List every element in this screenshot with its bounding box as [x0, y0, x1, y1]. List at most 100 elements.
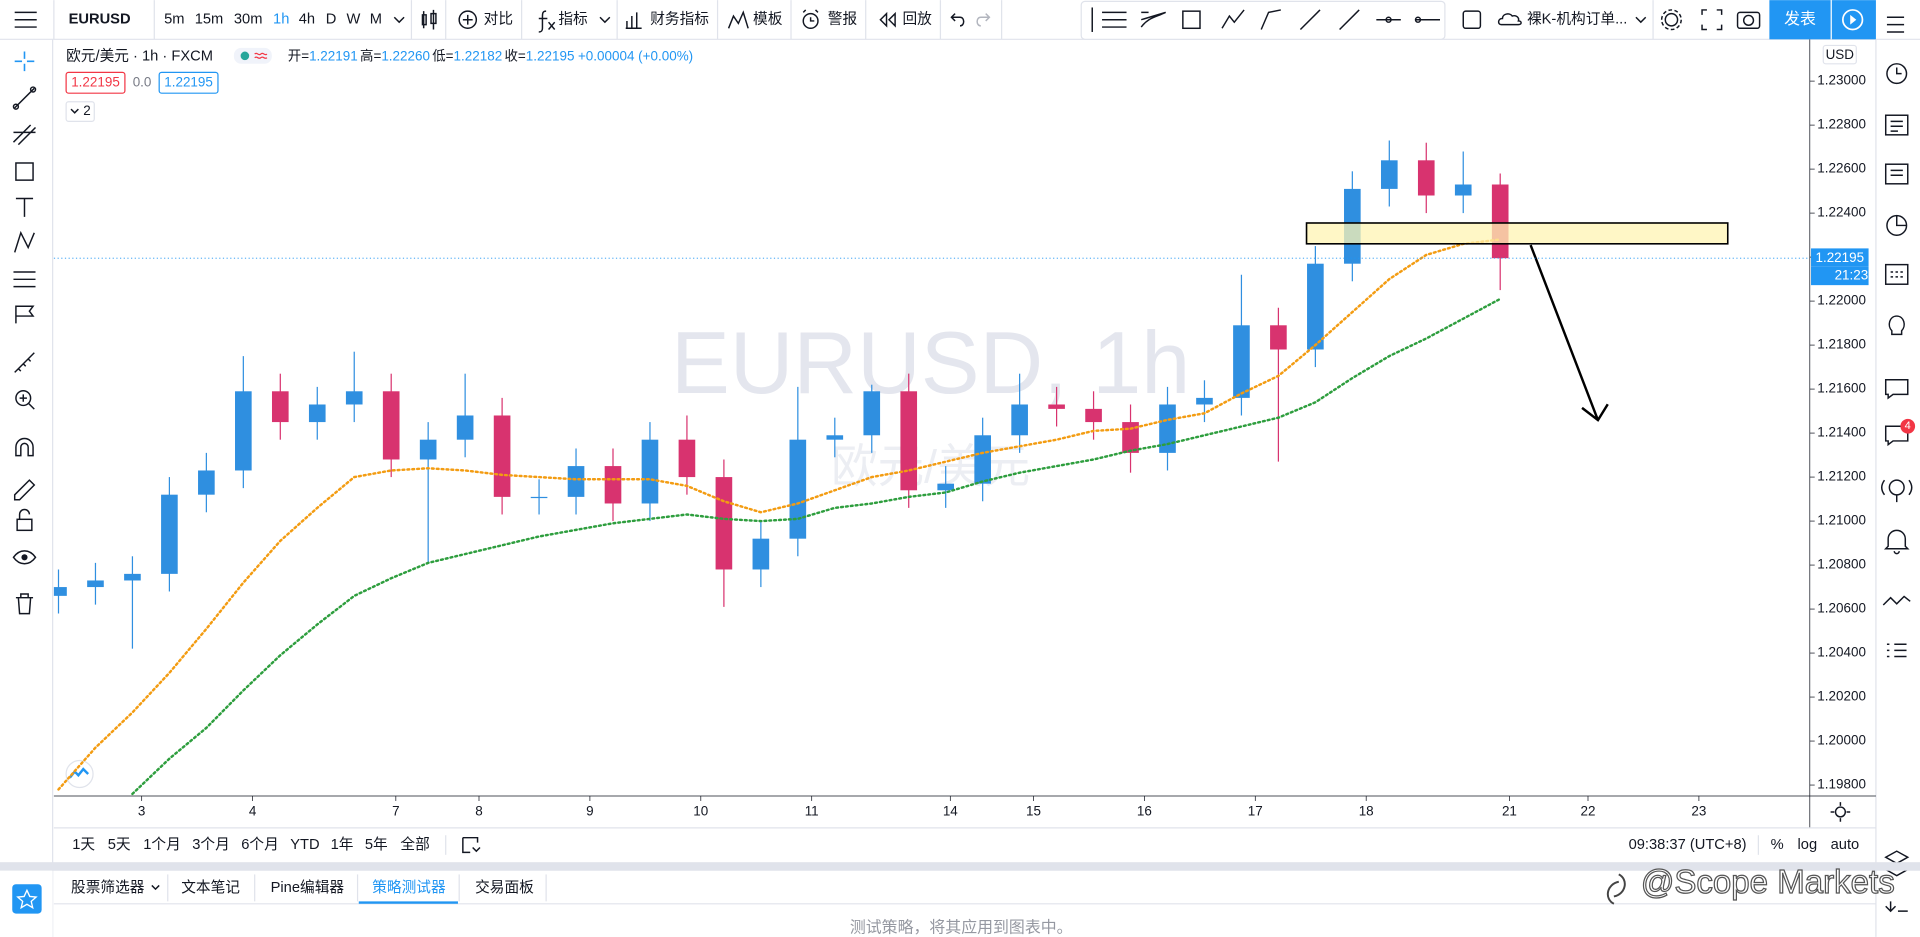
fullscreen-icon[interactable]	[1701, 9, 1723, 31]
draw-tool[interactable]	[1299, 9, 1321, 31]
fib-tool[interactable]	[12, 124, 37, 146]
alert-icon[interactable]	[802, 9, 819, 22]
crosshair-tool[interactable]	[14, 51, 35, 72]
draw-tool[interactable]	[1260, 9, 1281, 30]
replay-icon[interactable]	[879, 11, 896, 28]
draw-tool[interactable]	[1339, 9, 1360, 31]
delete-tool[interactable]	[15, 593, 34, 615]
text-tool[interactable]	[15, 197, 34, 217]
publish-button[interactable]	[1769, 0, 1831, 40]
interval[interactable]: 5m	[164, 12, 184, 28]
stay-drawing-tool[interactable]	[13, 479, 36, 501]
play-icon[interactable]	[1850, 14, 1857, 25]
ruler-tool[interactable]	[14, 352, 35, 373]
menu-icon[interactable]	[14, 11, 37, 28]
range-button[interactable]: 1年	[331, 836, 354, 853]
order-icon[interactable]	[1886, 643, 1907, 658]
ask[interactable]: 1.22195	[164, 74, 213, 89]
alerts-icon[interactable]	[1896, 67, 1902, 75]
zone-box[interactable]	[1305, 222, 1729, 245]
star-icon[interactable]	[16, 888, 38, 910]
favorites-button[interactable]	[12, 884, 42, 914]
currency-box[interactable]	[1822, 44, 1857, 65]
news-icon[interactable]	[1884, 114, 1909, 136]
indicator-icon[interactable]	[538, 10, 556, 33]
hotlist-icon[interactable]	[1884, 163, 1909, 185]
hotlist-icon[interactable]	[1890, 169, 1903, 176]
panel-tab[interactable]: 交易面板	[475, 878, 534, 896]
interval[interactable]: D	[326, 12, 337, 28]
scale-option[interactable]: %	[1771, 837, 1784, 853]
magnet-tool[interactable]	[15, 437, 34, 457]
range-button[interactable]: 1个月	[143, 836, 181, 853]
scale-option[interactable]: log	[1798, 837, 1818, 853]
dom-icon[interactable]	[1882, 595, 1911, 606]
draw-tool[interactable]	[1182, 10, 1201, 30]
bid-box[interactable]	[65, 71, 126, 94]
chat-icon[interactable]	[1884, 378, 1909, 400]
bid[interactable]: 1.22195	[71, 74, 120, 89]
draw-tool[interactable]	[1414, 16, 1422, 23]
camera-icon[interactable]	[1742, 14, 1755, 26]
draw-tool[interactable]	[1140, 11, 1167, 28]
interval[interactable]: 4h	[299, 12, 315, 28]
arrow[interactable]	[1529, 244, 1609, 422]
chevron[interactable]	[70, 108, 79, 114]
range-button[interactable]: YTD	[290, 837, 319, 853]
compare-icon[interactable]	[462, 14, 473, 25]
icon-tool[interactable]	[15, 305, 35, 324]
chevron[interactable]	[1635, 16, 1647, 24]
range-button[interactable]: 3个月	[192, 836, 230, 853]
template-icon[interactable]	[727, 10, 749, 29]
chevron[interactable]	[393, 16, 405, 24]
interval[interactable]: 15m	[195, 12, 224, 28]
publish-label[interactable]: 发表	[1784, 10, 1816, 28]
lock-tool[interactable]	[16, 518, 33, 532]
panel-tab[interactable]: 股票筛选器	[71, 879, 145, 896]
layout-name[interactable]: 裸K-机构订单...	[1527, 11, 1627, 28]
chevron[interactable]	[599, 16, 611, 24]
financials-icon[interactable]	[625, 12, 642, 30]
ideas-icon[interactable]	[1888, 315, 1905, 336]
compare-icon[interactable]	[458, 10, 478, 30]
range-button[interactable]: 5天	[108, 837, 131, 853]
undo-icon[interactable]	[950, 13, 965, 27]
draw-tool[interactable]	[1102, 11, 1127, 28]
indicators-count[interactable]: 2	[83, 103, 90, 118]
toolbar-button[interactable]: 财务指标	[650, 11, 709, 28]
stream-icon[interactable]	[1881, 479, 1913, 503]
range-button[interactable]: 6个月	[241, 836, 279, 853]
interval[interactable]: W	[347, 12, 361, 28]
chart-type-icon[interactable]	[421, 9, 437, 30]
alerts-icon[interactable]	[1886, 63, 1908, 85]
indicators-toggle[interactable]	[65, 101, 95, 122]
play-icon[interactable]	[1842, 9, 1864, 31]
interval[interactable]: M	[370, 12, 382, 28]
pattern-tool[interactable]	[13, 230, 35, 253]
alert-icon[interactable]	[802, 12, 819, 30]
zoom-tool[interactable]	[15, 390, 32, 407]
toolbar-button[interactable]: 回放	[902, 11, 932, 28]
toolbar-button[interactable]: 对比	[484, 11, 513, 28]
axis-settings-icon[interactable]	[1834, 806, 1847, 818]
goto-icon[interactable]	[462, 836, 481, 854]
panel-tab-active[interactable]: 策略测试器	[372, 879, 446, 896]
draw-tool[interactable]	[1221, 9, 1245, 29]
watchlist-icon[interactable]	[1886, 16, 1905, 33]
toolbar-button[interactable]: 模板	[753, 10, 783, 28]
settings-icon[interactable]	[1664, 12, 1679, 27]
visibility-tool[interactable]	[12, 550, 37, 565]
symbol[interactable]: EURUSD	[69, 12, 131, 28]
draw-tool[interactable]	[1385, 16, 1392, 23]
news-icon[interactable]	[1890, 120, 1903, 132]
status-toggle[interactable]	[233, 47, 272, 64]
notifications-icon[interactable]	[1883, 529, 1910, 555]
calendar-icon[interactable]	[1890, 271, 1903, 278]
range-button[interactable]: 5年	[365, 836, 388, 853]
ask-box[interactable]	[158, 71, 219, 94]
scale-option[interactable]: auto	[1831, 837, 1860, 853]
trendline-tool[interactable]	[29, 86, 37, 93]
chevron[interactable]	[151, 884, 160, 891]
visibility-tool[interactable]	[21, 554, 28, 561]
calendar-icon[interactable]	[1896, 215, 1907, 227]
